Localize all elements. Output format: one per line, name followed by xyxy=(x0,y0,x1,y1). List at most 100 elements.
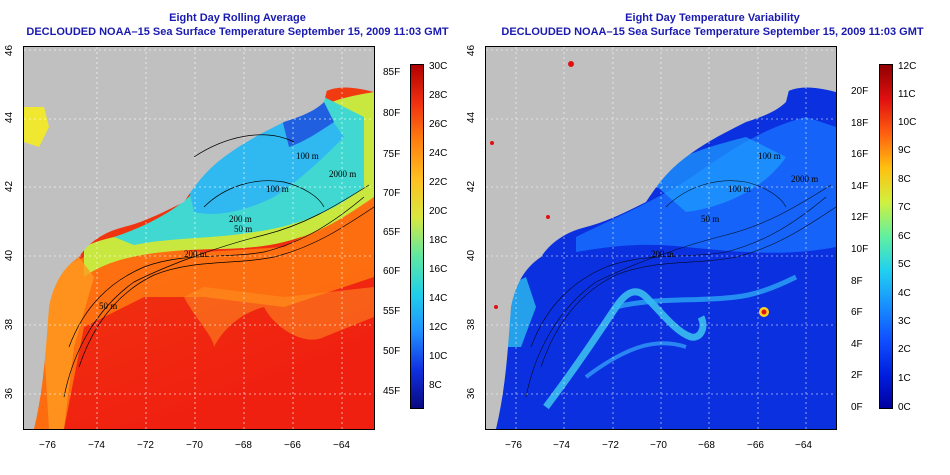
colorbar-f-label: 6F xyxy=(851,307,863,318)
colorbar-f-label: 16F xyxy=(851,149,869,160)
colorbar-f-label: 2F xyxy=(851,370,863,381)
sst-average-map[interactable]: 100 m 100 m 2000 m 200 m 200 m 50 m 50 m xyxy=(23,46,375,430)
colorbar-c-label: 10C xyxy=(429,351,448,362)
colorbar-c-label: 16C xyxy=(429,264,448,275)
contour-label: 2000 m xyxy=(329,169,356,179)
contour-label: 100 m xyxy=(728,184,751,194)
colorbar-f-label: 80F xyxy=(383,108,401,119)
colorbar-c-label: 9C xyxy=(898,145,911,156)
panel-subtitle: DECLOUDED NOAA–15 Sea Surface Temperatur… xyxy=(26,26,449,38)
lat-tick: 40 xyxy=(4,249,16,262)
colorbar-c-label: 24C xyxy=(429,148,448,159)
colorbar-f-label: 0F xyxy=(851,402,863,413)
colorbar-f-label: 50F xyxy=(383,346,401,357)
colorbar-c-label: 28C xyxy=(429,90,448,101)
colorbar-f-label: 12F xyxy=(851,212,869,223)
contour-label: 50 m xyxy=(99,301,117,311)
contour-label: 50 m xyxy=(234,224,252,234)
colorbar-c-label: 0C xyxy=(898,402,911,413)
colorbar-f-label: 85F xyxy=(383,67,401,78)
colorbar-f-label: 75F xyxy=(383,149,401,160)
lat-tick: 38 xyxy=(466,318,478,331)
lon-tick: −70 xyxy=(186,440,203,451)
contour-label: 200 m xyxy=(184,249,207,259)
contour-label: 200 m xyxy=(229,214,252,224)
colorbar-c-label: 3C xyxy=(898,316,911,327)
colorbar-f-label: 14F xyxy=(851,181,869,192)
lon-tick: −66 xyxy=(747,440,764,451)
lon-tick: −64 xyxy=(795,440,812,451)
lon-tick: −74 xyxy=(553,440,570,451)
colorbar-c-label: 26C xyxy=(429,119,448,130)
lon-tick: −72 xyxy=(137,440,154,451)
sst-variability-image: 100 m 100 m 2000 m 200 m 50 m xyxy=(486,47,836,429)
colorbar-c-label: 20C xyxy=(429,206,448,217)
sst-average-image: 100 m 100 m 2000 m 200 m 200 m 50 m 50 m xyxy=(24,47,374,429)
sst-colorbar xyxy=(410,64,424,409)
lat-tick: 36 xyxy=(4,387,16,400)
lat-tick: 42 xyxy=(466,180,478,193)
colorbar-f-label: 8F xyxy=(851,276,863,287)
colorbar-f-label: 10F xyxy=(851,244,869,255)
lon-tick: −74 xyxy=(88,440,105,451)
sst-variability-panel: Eight Day Temperature Variability DECLOU… xyxy=(466,0,950,475)
lat-tick: 46 xyxy=(466,44,478,57)
colorbar-c-label: 1C xyxy=(898,373,911,384)
lat-tick: 40 xyxy=(466,249,478,262)
contour-label: 100 m xyxy=(296,151,319,161)
colorbar-f-label: 60F xyxy=(383,266,401,277)
colorbar-f-label: 55F xyxy=(383,306,401,317)
colorbar-c-label: 2C xyxy=(898,344,911,355)
colorbar-c-label: 8C xyxy=(429,380,442,391)
sst-variability-map[interactable]: 100 m 100 m 2000 m 200 m 50 m xyxy=(485,46,837,430)
lon-tick: −66 xyxy=(284,440,301,451)
colorbar-c-label: 7C xyxy=(898,202,911,213)
colorbar-c-label: 12C xyxy=(429,322,448,333)
colorbar-f-label: 70F xyxy=(383,188,401,199)
contour-label: 50 m xyxy=(701,214,719,224)
colorbar-c-label: 22C xyxy=(429,177,448,188)
colorbar-c-label: 14C xyxy=(429,293,448,304)
variability-colorbar xyxy=(879,64,893,409)
land-area xyxy=(24,47,374,429)
colorbar-c-label: 5C xyxy=(898,259,911,270)
lat-tick: 38 xyxy=(4,318,16,331)
colorbar-f-label: 4F xyxy=(851,339,863,350)
lon-tick: −64 xyxy=(333,440,350,451)
bathymetry-contours xyxy=(525,180,836,398)
lon-tick: −76 xyxy=(505,440,522,451)
colorbar-c-label: 18C xyxy=(429,235,448,246)
sst-average-panel: Eight Day Rolling Average DECLOUDED NOAA… xyxy=(4,12,449,451)
colorbar-f-label: 45F xyxy=(383,386,401,397)
lat-tick: 36 xyxy=(466,387,478,400)
lon-tick: −76 xyxy=(39,440,56,451)
contour-label: 200 m xyxy=(651,249,674,259)
bathymetry-contours xyxy=(63,134,374,398)
colorbar-c-label: 6C xyxy=(898,231,911,242)
lat-tick: 46 xyxy=(4,44,16,57)
lon-tick: −68 xyxy=(235,440,252,451)
contour-label: 100 m xyxy=(758,151,781,161)
lat-tick: 44 xyxy=(466,111,478,124)
lat-tick: 42 xyxy=(4,180,16,193)
land-area xyxy=(486,47,836,429)
contour-label: 100 m xyxy=(266,184,289,194)
colorbar-f-label: 65F xyxy=(383,227,401,238)
lon-tick: −72 xyxy=(602,440,619,451)
colorbar-c-label: 4C xyxy=(898,288,911,299)
colorbar-c-label: 8C xyxy=(898,174,911,185)
colorbar-c-label: 11C xyxy=(898,89,916,100)
lon-tick: −68 xyxy=(698,440,715,451)
lon-tick: −70 xyxy=(650,440,667,451)
panel-title: Eight Day Rolling Average xyxy=(169,12,306,24)
colorbar-f-label: 18F xyxy=(851,118,869,129)
colorbar-c-label: 12C xyxy=(898,61,917,72)
lat-tick: 44 xyxy=(4,111,16,124)
colorbar-f-label: 20F xyxy=(851,86,869,97)
panel-subtitle: DECLOUDED NOAA–15 Sea Surface Temperatur… xyxy=(501,26,924,38)
colorbar-c-label: 10C xyxy=(898,117,917,128)
colorbar-c-label: 30C xyxy=(429,61,448,72)
contour-label: 2000 m xyxy=(791,174,818,184)
panel-title: Eight Day Temperature Variability xyxy=(625,12,800,24)
graticule xyxy=(24,47,374,429)
